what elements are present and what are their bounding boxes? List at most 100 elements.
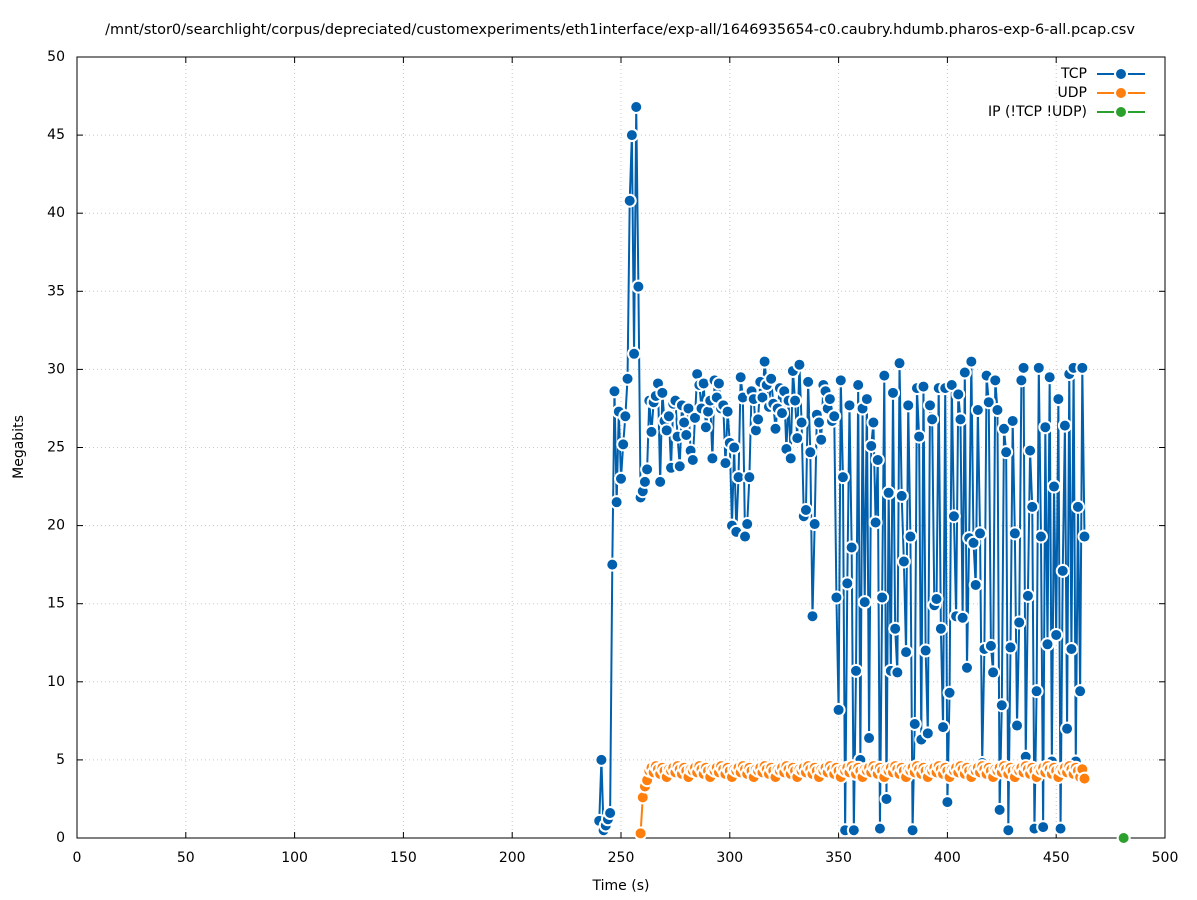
data-point [946,509,961,524]
data-point [711,376,726,391]
data-point [790,431,805,446]
y-axis-label: Megabits [11,415,27,479]
data-point [1010,718,1025,733]
data-point [685,452,700,467]
data-point [687,410,702,425]
data-point [768,421,783,436]
data-point [1057,418,1072,433]
data-point [896,554,911,569]
data-point [616,437,631,452]
data-point [912,429,927,444]
x-tick-label: 400 [934,850,961,866]
data-point [936,720,951,735]
data-point [655,385,670,400]
data-point [829,590,844,605]
data-point [622,193,637,208]
data-point [1064,641,1079,656]
y-tick-label: 50 [47,49,65,65]
data-point [916,379,931,394]
data-point [1077,771,1092,786]
data-point [644,424,659,439]
data-point [846,823,861,838]
data-point [903,529,918,544]
data-point [833,373,848,388]
data-point [805,609,820,624]
data-point [1033,529,1048,544]
data-point [603,806,618,821]
data-point [1049,627,1064,642]
data-point [988,373,1003,388]
x-tick-label: 300 [716,850,743,866]
x-tick-label: 0 [73,850,82,866]
data-point [1040,637,1055,652]
data-point [792,357,807,372]
legend-label: IP (!TCP !UDP) [988,104,1087,120]
data-point [594,752,609,767]
data-point [870,452,885,467]
data-point [635,790,650,805]
x-tick-label: 500 [1152,850,1179,866]
data-point [901,398,916,413]
data-point [1073,684,1088,699]
data-point [609,495,624,510]
data-point [905,823,920,838]
data-point [944,378,959,393]
data-point [679,428,694,443]
data-point [624,128,639,143]
data-point [1055,563,1070,578]
data-point [614,471,628,486]
data-point [851,378,866,393]
data-point [835,470,850,485]
data-point [1001,823,1016,838]
data-point [933,621,948,636]
data-point [631,279,646,294]
legend-marker [1114,105,1128,119]
legend-label: TCP [1060,66,1087,82]
data-point [740,517,755,532]
data-point [1036,820,1051,835]
data-point [840,576,855,591]
data-point [701,404,716,419]
data-point [629,99,644,114]
x-tick-label: 200 [499,850,526,866]
y-tick-label: 5 [56,752,65,768]
data-point [755,390,770,405]
data-point [1016,360,1031,375]
data-point [966,535,981,550]
data-point [1031,360,1046,375]
y-tick-label: 15 [47,596,65,612]
data-point [751,412,766,427]
data-point [1025,499,1040,514]
data-point [738,529,753,544]
data-point [733,370,748,385]
data-point [994,698,1009,713]
data-point [875,590,890,605]
data-point [775,406,790,421]
data-point [999,445,1014,460]
data-point [866,415,881,430]
data-point [1075,360,1090,375]
y-tick-label: 25 [47,440,65,456]
data-point [794,415,809,430]
data-point [970,403,985,418]
data-point [661,409,676,424]
data-point [877,368,892,383]
data-point [640,462,655,477]
data-point [607,384,622,399]
data-point [798,502,813,517]
data-point [886,385,900,400]
x-tick-label: 250 [608,850,635,866]
data-point [964,354,979,369]
series-line [598,106,1086,831]
data-point [983,638,998,653]
x-tick-label: 450 [1043,850,1070,866]
data-point [981,395,996,410]
data-point [959,660,974,675]
data-point [637,474,652,489]
data-point [788,393,803,408]
data-point [1116,831,1131,845]
x-tick-label: 100 [281,850,308,866]
data-point [857,595,872,610]
